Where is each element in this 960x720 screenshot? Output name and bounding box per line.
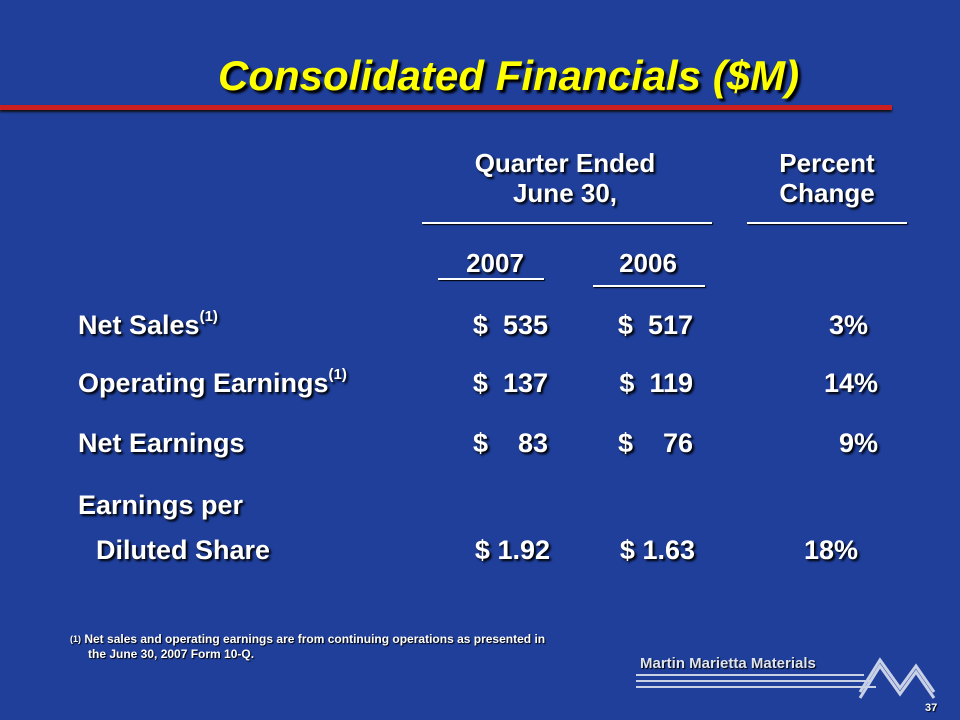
net-earnings-2006: $ 76 [617, 428, 693, 458]
company-logo-mark-icon [858, 657, 936, 699]
year-2007-rule [438, 278, 544, 280]
title-underline [0, 105, 892, 110]
percent-header-line1: Percent [779, 148, 875, 178]
footnote-line2: the June 30, 2007 Form 10-Q. [88, 647, 255, 661]
eps-2007: $ 1.92 [474, 535, 550, 565]
row-label-text: Operating Earnings [78, 368, 329, 398]
quarter-header-line1: Quarter Ended [474, 148, 656, 178]
row-label-eps-line1: Earnings per [78, 490, 244, 520]
net-earnings-pct: 9% [838, 428, 878, 458]
percent-header: Percent Change [752, 148, 902, 208]
row-label-net-sales: Net Sales(1) [78, 308, 218, 341]
eps-pct: 18% [803, 535, 858, 565]
eps-2006: $ 1.63 [619, 535, 695, 565]
row-label-net-earnings: Net Earnings [78, 428, 245, 458]
operating-earnings-2007: $ 137 [472, 368, 548, 398]
year-2006-header: 2006 [619, 248, 677, 278]
net-sales-2006: $ 517 [617, 310, 693, 340]
company-logo-text: Martin Marietta Materials [640, 655, 816, 672]
footnote-marker: (1) [70, 634, 81, 644]
logo-rule-2 [636, 680, 870, 682]
net-earnings-2007: $ 83 [472, 428, 548, 458]
footnote: (1) Net sales and operating earnings are… [70, 632, 545, 662]
net-sales-pct: 3% [828, 310, 868, 340]
row-label-eps-line2: Diluted Share [96, 535, 271, 565]
percent-header-rule [747, 222, 907, 224]
footnote-ref: (1) [328, 366, 347, 383]
quarter-header: Quarter Ended June 30, [440, 148, 690, 208]
operating-earnings-2006: $ 119 [619, 368, 693, 398]
logo-rule-3 [636, 686, 876, 688]
year-2006-rule [593, 285, 705, 287]
operating-earnings-pct: 14% [823, 368, 878, 398]
footnote-line1: Net sales and operating earnings are fro… [84, 632, 546, 646]
quarter-header-line2: June 30, [512, 178, 618, 208]
footnote-ref: (1) [199, 308, 218, 325]
slide-title: Consolidated Financials ($M) [218, 52, 800, 99]
quarter-header-rule [422, 222, 712, 224]
row-label-operating-earnings: Operating Earnings(1) [78, 366, 347, 399]
page-number: 37 [925, 702, 938, 714]
net-sales-2007: $ 535 [472, 310, 548, 340]
logo-rule-1 [636, 674, 864, 676]
row-label-text: Net Sales [78, 310, 200, 340]
percent-header-line2: Change [779, 178, 875, 208]
year-2007-header: 2007 [466, 248, 524, 278]
